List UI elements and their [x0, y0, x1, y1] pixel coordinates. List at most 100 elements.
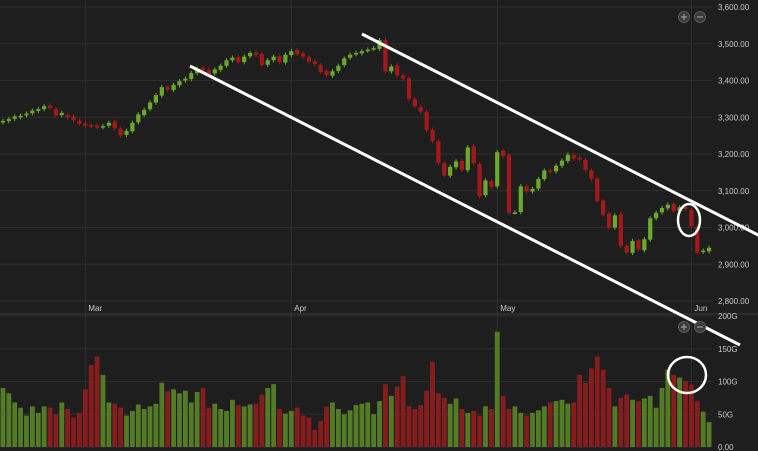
candle-body [595, 178, 600, 202]
zoom-in-icon[interactable] [678, 321, 690, 333]
x-axis-labels: MarAprMayJunJul [88, 304, 707, 313]
candle-body [465, 147, 470, 171]
volume-bar [18, 407, 24, 447]
volume-bar [512, 406, 518, 447]
volume-bar [47, 407, 53, 447]
volume-bar [324, 406, 329, 447]
price-tick-label: 2,800.00 [718, 297, 750, 306]
volume-bar [388, 395, 394, 447]
candle-body [236, 56, 241, 63]
volume-bar [88, 365, 94, 447]
volume-bar [259, 394, 265, 447]
candle-body [165, 87, 170, 90]
volume-bar [600, 369, 606, 447]
volume-bar [435, 393, 441, 447]
volume-bar [641, 398, 647, 447]
price-tick-label: 2,900.00 [718, 260, 750, 269]
candle-body [665, 204, 670, 209]
candle-body [400, 75, 406, 79]
volume-bar [583, 382, 588, 447]
candle-body [218, 65, 223, 70]
candle-body [324, 70, 329, 75]
volume-tick-label: 200G [718, 312, 738, 321]
candle-body [483, 180, 488, 196]
candle-body [636, 240, 641, 250]
candle-body [224, 60, 229, 66]
volume-bar [77, 412, 82, 447]
volume-bar [500, 395, 506, 447]
volume-bar [559, 399, 565, 447]
volume-bar [441, 397, 447, 447]
candle-body [612, 215, 618, 228]
volume-bar [612, 406, 618, 447]
candle-body [512, 212, 517, 214]
volume-bar [365, 402, 371, 447]
candle-body [701, 250, 706, 253]
candle-body [536, 178, 541, 189]
candle-body [106, 122, 111, 126]
price-axis-labels: 3,600.00 3,500.00 3,400.00 3,300.00 3,200.00… [718, 3, 750, 306]
candle-body [477, 163, 482, 197]
volume-bar [694, 401, 700, 447]
candle-body [518, 186, 523, 213]
volume-bar [124, 415, 129, 447]
volume-bar [459, 409, 465, 447]
volume-bar [24, 415, 29, 447]
candle-body [430, 129, 435, 142]
price-tick-label: 3,600.00 [718, 3, 750, 12]
zoom-out-icon[interactable] [694, 321, 706, 333]
zoom-out-icon[interactable] [694, 11, 706, 23]
candle-body [230, 57, 235, 61]
volume-bar [341, 414, 347, 447]
month-label: Mar [88, 304, 102, 313]
candle-body [30, 110, 35, 114]
volume-bar [483, 406, 488, 447]
candle-body [0, 120, 6, 123]
candle-body [59, 112, 64, 116]
candle-body [383, 40, 388, 72]
candle-body [318, 65, 323, 73]
candle-body [289, 51, 294, 56]
candle-body [89, 124, 94, 127]
candle-body [177, 81, 182, 86]
candle-body [395, 65, 400, 76]
candle-body [442, 163, 447, 176]
candle-body [624, 245, 629, 253]
candle-body [71, 116, 76, 121]
toolbar-icons [678, 11, 706, 333]
candle-body [648, 218, 653, 240]
candle-body [36, 109, 41, 112]
volume-bar [165, 391, 171, 447]
candle-body [200, 67, 206, 71]
candle-body [453, 161, 459, 168]
volume-bar [665, 369, 671, 447]
candle-body [659, 208, 665, 213]
month-label: May [500, 304, 515, 313]
candle-body [12, 116, 17, 119]
zoom-in-icon[interactable] [678, 11, 690, 23]
volume-bar [594, 356, 600, 447]
volume-tick-label: 50G [718, 410, 733, 419]
price-tick-label: 3,100.00 [718, 187, 750, 196]
candle-body [253, 52, 259, 55]
candle-body [300, 53, 306, 57]
volume-bar [306, 417, 312, 447]
volume-bar [536, 410, 541, 447]
volume-bar [82, 389, 88, 447]
candle-body [412, 99, 417, 107]
candle-body [495, 152, 500, 187]
volume-bar [406, 406, 412, 447]
volume-bar [677, 377, 683, 447]
volume-bar [247, 404, 253, 447]
volume-bar [177, 393, 182, 447]
candle-body [583, 159, 588, 170]
candle-body [283, 54, 288, 63]
volume-bar [147, 406, 153, 447]
volume-bar [153, 403, 159, 447]
volume-bar [606, 388, 612, 447]
candle-body [159, 87, 164, 96]
candle-body [353, 52, 359, 55]
volume-bar [282, 413, 288, 447]
volume-bar [571, 402, 577, 447]
